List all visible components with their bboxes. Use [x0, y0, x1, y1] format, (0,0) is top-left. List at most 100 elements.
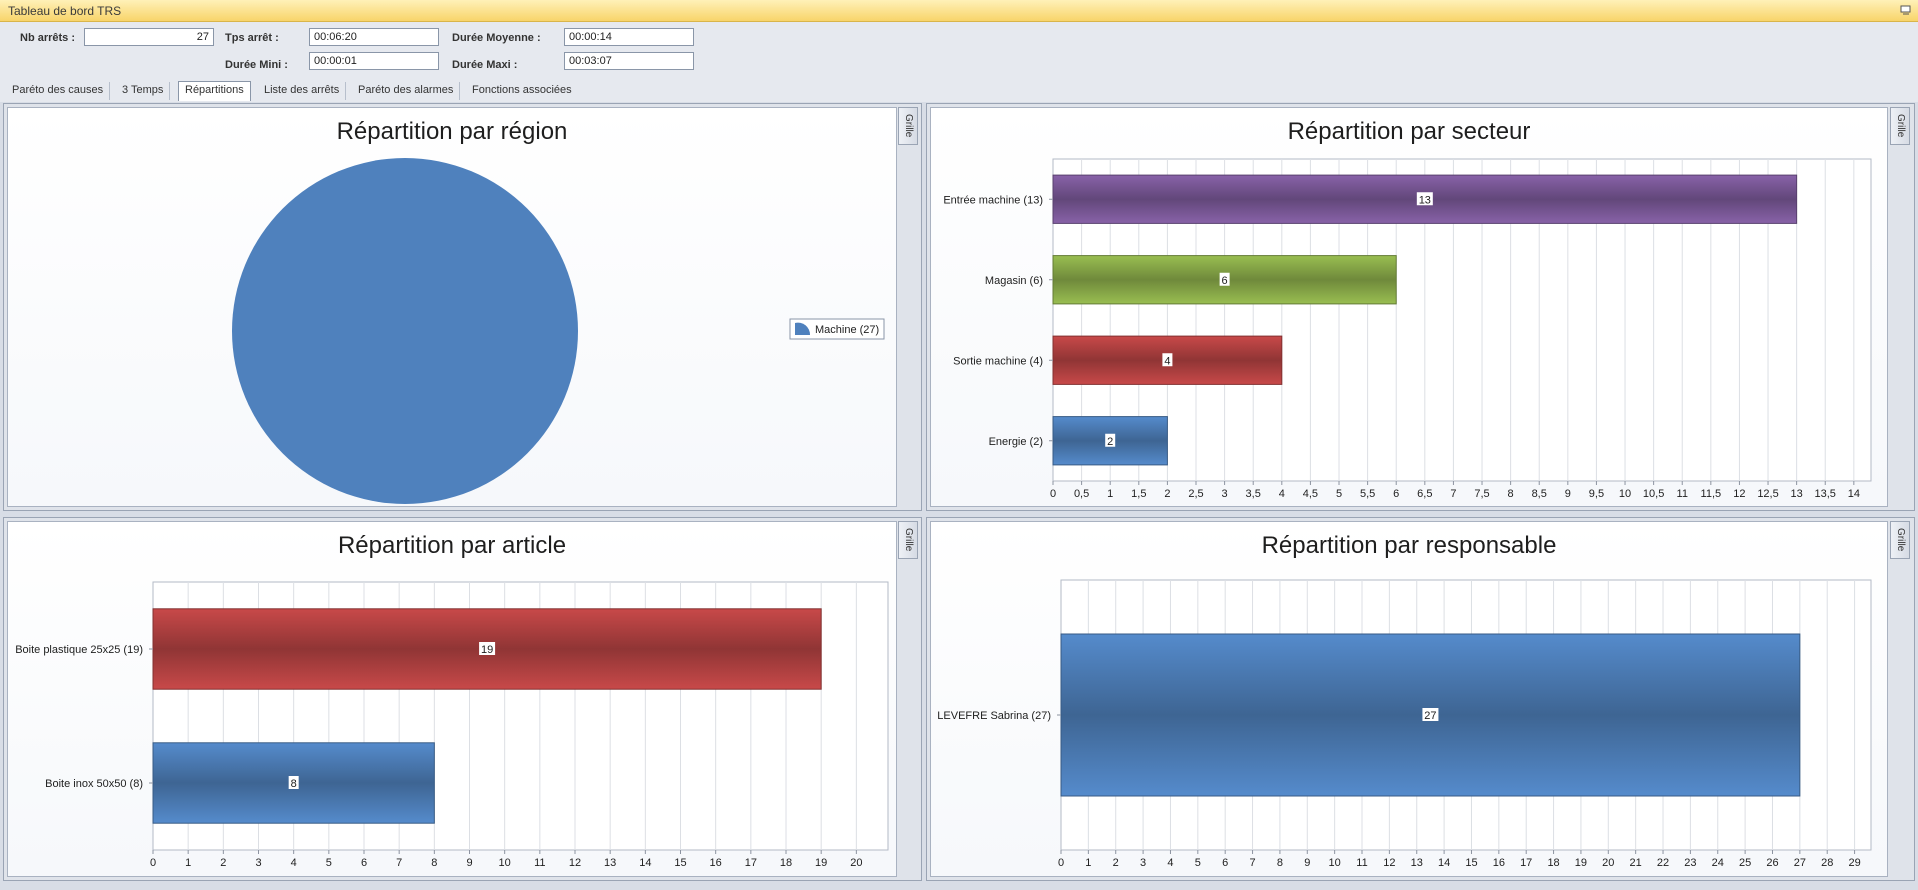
- x-tick-label: 10,5: [1643, 488, 1664, 500]
- nb-arrets-field[interactable]: 27: [84, 28, 214, 46]
- pie-chart: Machine (27): [232, 158, 885, 504]
- data-label: 27: [1424, 710, 1436, 722]
- x-tick-label: 28: [1821, 857, 1833, 869]
- x-tick-label: 12: [1383, 857, 1395, 869]
- chart-responsable: Répartition par responsable 0 1 2 3 4 5 6 7 8 9 10…: [930, 521, 1888, 877]
- grille-button[interactable]: Grille: [1890, 107, 1910, 145]
- x-tick-label: 16: [710, 857, 722, 869]
- x-tick-label: 7: [396, 857, 402, 869]
- duree-maxi-label: Durée Maxi :: [452, 59, 518, 71]
- x-tick-label: 6: [361, 857, 367, 869]
- x-tick-label: 27: [1794, 857, 1806, 869]
- x-tick-label: 19: [815, 857, 827, 869]
- category-label: Energie (2): [989, 436, 1043, 448]
- x-tick-label: 9: [1565, 488, 1571, 500]
- x-tick-label: 7: [1249, 857, 1255, 869]
- legend-swatch: [795, 322, 811, 335]
- panel-responsable: Répartition par responsable 0 1 2 3 4 5 6 7 8 9 10…: [926, 517, 1915, 881]
- x-tick-label: 8: [1277, 857, 1283, 869]
- data-label: 19: [481, 644, 493, 656]
- category-label: Boite plastique 25x25 (19): [15, 644, 143, 656]
- pin-icon[interactable]: [1900, 4, 1912, 16]
- category-label: Magasin (6): [985, 275, 1043, 287]
- x-tick-label: 21: [1630, 857, 1642, 869]
- duree-moyenne-field[interactable]: 00:00:14: [564, 28, 694, 46]
- x-tick-label: 24: [1712, 857, 1724, 869]
- data-label-box: [1162, 353, 1173, 367]
- x-tick-label: 14: [1848, 488, 1860, 500]
- x-tick-label: 1: [185, 857, 191, 869]
- x-tick-label: 7: [1450, 488, 1456, 500]
- chart-title-region: Répartition par région: [336, 118, 568, 145]
- x-tick-label: 6: [1222, 857, 1228, 869]
- tps-arret-field[interactable]: 00:06:20: [309, 28, 439, 46]
- grille-button[interactable]: Grille: [898, 107, 918, 145]
- duree-mini-field[interactable]: 00:00:01: [309, 52, 439, 70]
- x-tick-label: 22: [1657, 857, 1669, 869]
- x-tick-label: 1: [1085, 857, 1091, 869]
- x-tick-label: 6,5: [1417, 488, 1432, 500]
- x-tick-label: 11: [1677, 488, 1688, 500]
- x-tick-label: 11: [1356, 857, 1367, 869]
- x-tick-label: 18: [780, 857, 792, 869]
- x-tick-label: 13,5: [1815, 488, 1836, 500]
- x-tick-label: 23: [1684, 857, 1696, 869]
- chart-secteur: Répartition par secteur 0 0,5 1 1,5 2 2,5 3 3,5…: [930, 107, 1888, 507]
- chart-title-responsable: Répartition par responsable: [1261, 532, 1557, 559]
- summary-fields: Nb arrêts : 27 Tps arrêt : 00:06:20 Duré…: [0, 22, 1918, 102]
- x-tick-label: 16: [1493, 857, 1505, 869]
- x-tick-label: 18: [1547, 857, 1559, 869]
- x-tick-label: 11: [534, 857, 545, 869]
- x-tick-label: 2: [1164, 488, 1170, 500]
- data-label: 4: [1164, 355, 1170, 367]
- x-tick-label: 8: [431, 857, 437, 869]
- x-tick-label: 10: [1329, 857, 1341, 869]
- x-tick-label: 10: [1619, 488, 1631, 500]
- tab-3-temps[interactable]: 3 Temps: [116, 82, 171, 100]
- pie-slice: [232, 158, 578, 504]
- x-tick-label: 12: [1733, 488, 1745, 500]
- tab-fonctions-associees[interactable]: Fonctions associées: [472, 84, 572, 96]
- x-tick-label: 4,5: [1303, 488, 1318, 500]
- x-tick-label: 14: [639, 857, 651, 869]
- data-label-box: [288, 776, 299, 789]
- x-tick-label: 9: [466, 857, 472, 869]
- x-tick-label: 2: [1113, 857, 1119, 869]
- x-tick-label: 6: [1393, 488, 1399, 500]
- data-label-box: [1105, 433, 1116, 447]
- tab-pareto-causes[interactable]: Paréto des causes: [6, 82, 111, 100]
- tab-liste-arrets[interactable]: Liste des arrêts: [258, 82, 347, 100]
- x-tick-label: 12: [569, 857, 581, 869]
- window-title: Tableau de bord TRS: [8, 4, 122, 18]
- data-label: 2: [1107, 436, 1113, 448]
- grille-button[interactable]: Grille: [1890, 521, 1910, 559]
- x-tick-label: 5: [1195, 857, 1201, 869]
- panel-article: Répartition par article 0 1 2 3 4 5 6 7 8 9 10 11 12…: [3, 517, 922, 881]
- x-tick-label: 20: [850, 857, 862, 869]
- bar-chart-secteur: 0 0,5 1 1,5 2 2,5 3 3,5 4 4,5 5 5,5 6 6,5 7 7,5 8 8,5 9 9,5…: [943, 158, 1872, 500]
- x-tick-label: 25: [1739, 857, 1751, 869]
- x-tick-label: 0: [1050, 488, 1056, 500]
- x-tick-label: 17: [1520, 857, 1532, 869]
- x-tick-label: 5: [1336, 488, 1342, 500]
- x-tick-label: 1,5: [1131, 488, 1146, 500]
- data-label-box: [1422, 708, 1439, 721]
- x-tick-label: 1: [1107, 488, 1113, 500]
- panel-secteur: Répartition par secteur 0 0,5 1 1,5 2 2,5 3 3,5…: [926, 103, 1915, 511]
- category-label: Boite inox 50x50 (8): [45, 778, 143, 790]
- tps-arret-label: Tps arrêt :: [225, 32, 279, 44]
- bar-chart-responsable: 0 1 2 3 4 5 6 7 8 9 10 11 12 13 14 15 16 17 18 19 20 21 22 23 24…: [937, 579, 1872, 869]
- x-tick-label: 8: [1508, 488, 1514, 500]
- nb-arrets-label: Nb arrêts :: [20, 32, 76, 44]
- x-tick-label: 4: [291, 857, 297, 869]
- duree-maxi-field[interactable]: 00:03:07: [564, 52, 694, 70]
- x-tick-label: 3: [1222, 488, 1228, 500]
- tab-pareto-alarmes[interactable]: Paréto des alarmes: [352, 82, 461, 100]
- data-label: 6: [1222, 275, 1228, 287]
- panel-region: Répartition par région Machine (27) Gril…: [3, 103, 922, 511]
- grille-button[interactable]: Grille: [898, 521, 918, 559]
- chart-article: Répartition par article 0 1 2 3 4 5 6 7 8 9 10 11 12…: [7, 521, 897, 877]
- x-tick-label: 19: [1575, 857, 1587, 869]
- tab-repartitions[interactable]: Répartitions: [178, 81, 251, 101]
- x-tick-label: 0: [150, 857, 156, 869]
